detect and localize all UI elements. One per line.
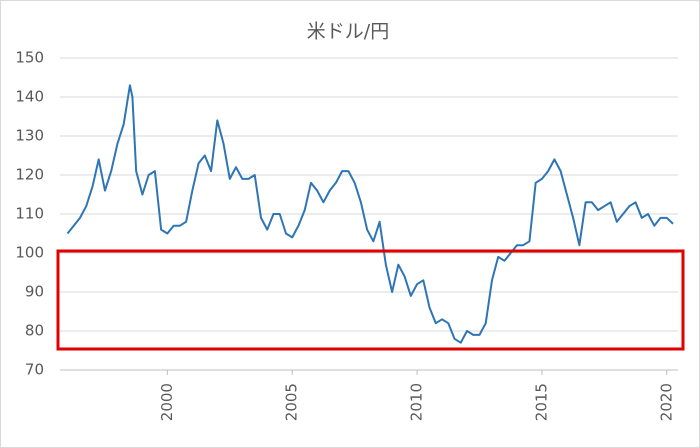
y-tick-label: 70 <box>25 361 44 379</box>
y-tick-label: 150 <box>15 49 44 67</box>
y-tick-label: 80 <box>25 322 44 340</box>
chart-title: 米ドル/円 <box>307 21 389 43</box>
y-tick-label: 110 <box>15 205 44 223</box>
y-tick-label: 120 <box>15 166 44 184</box>
y-tick-label: 100 <box>15 244 44 262</box>
x-tick-label: 2010 <box>408 383 426 421</box>
x-tick-label: 2020 <box>657 383 675 421</box>
highlight-box <box>56 249 685 351</box>
y-tick-label: 90 <box>25 283 44 301</box>
y-tick-label: 130 <box>15 127 44 145</box>
x-tick-label: 2000 <box>158 383 176 421</box>
y-tick-label: 140 <box>15 88 44 106</box>
x-tick-label: 2005 <box>283 383 301 421</box>
data-line <box>66 84 674 344</box>
x-tick-label: 2015 <box>532 383 550 421</box>
